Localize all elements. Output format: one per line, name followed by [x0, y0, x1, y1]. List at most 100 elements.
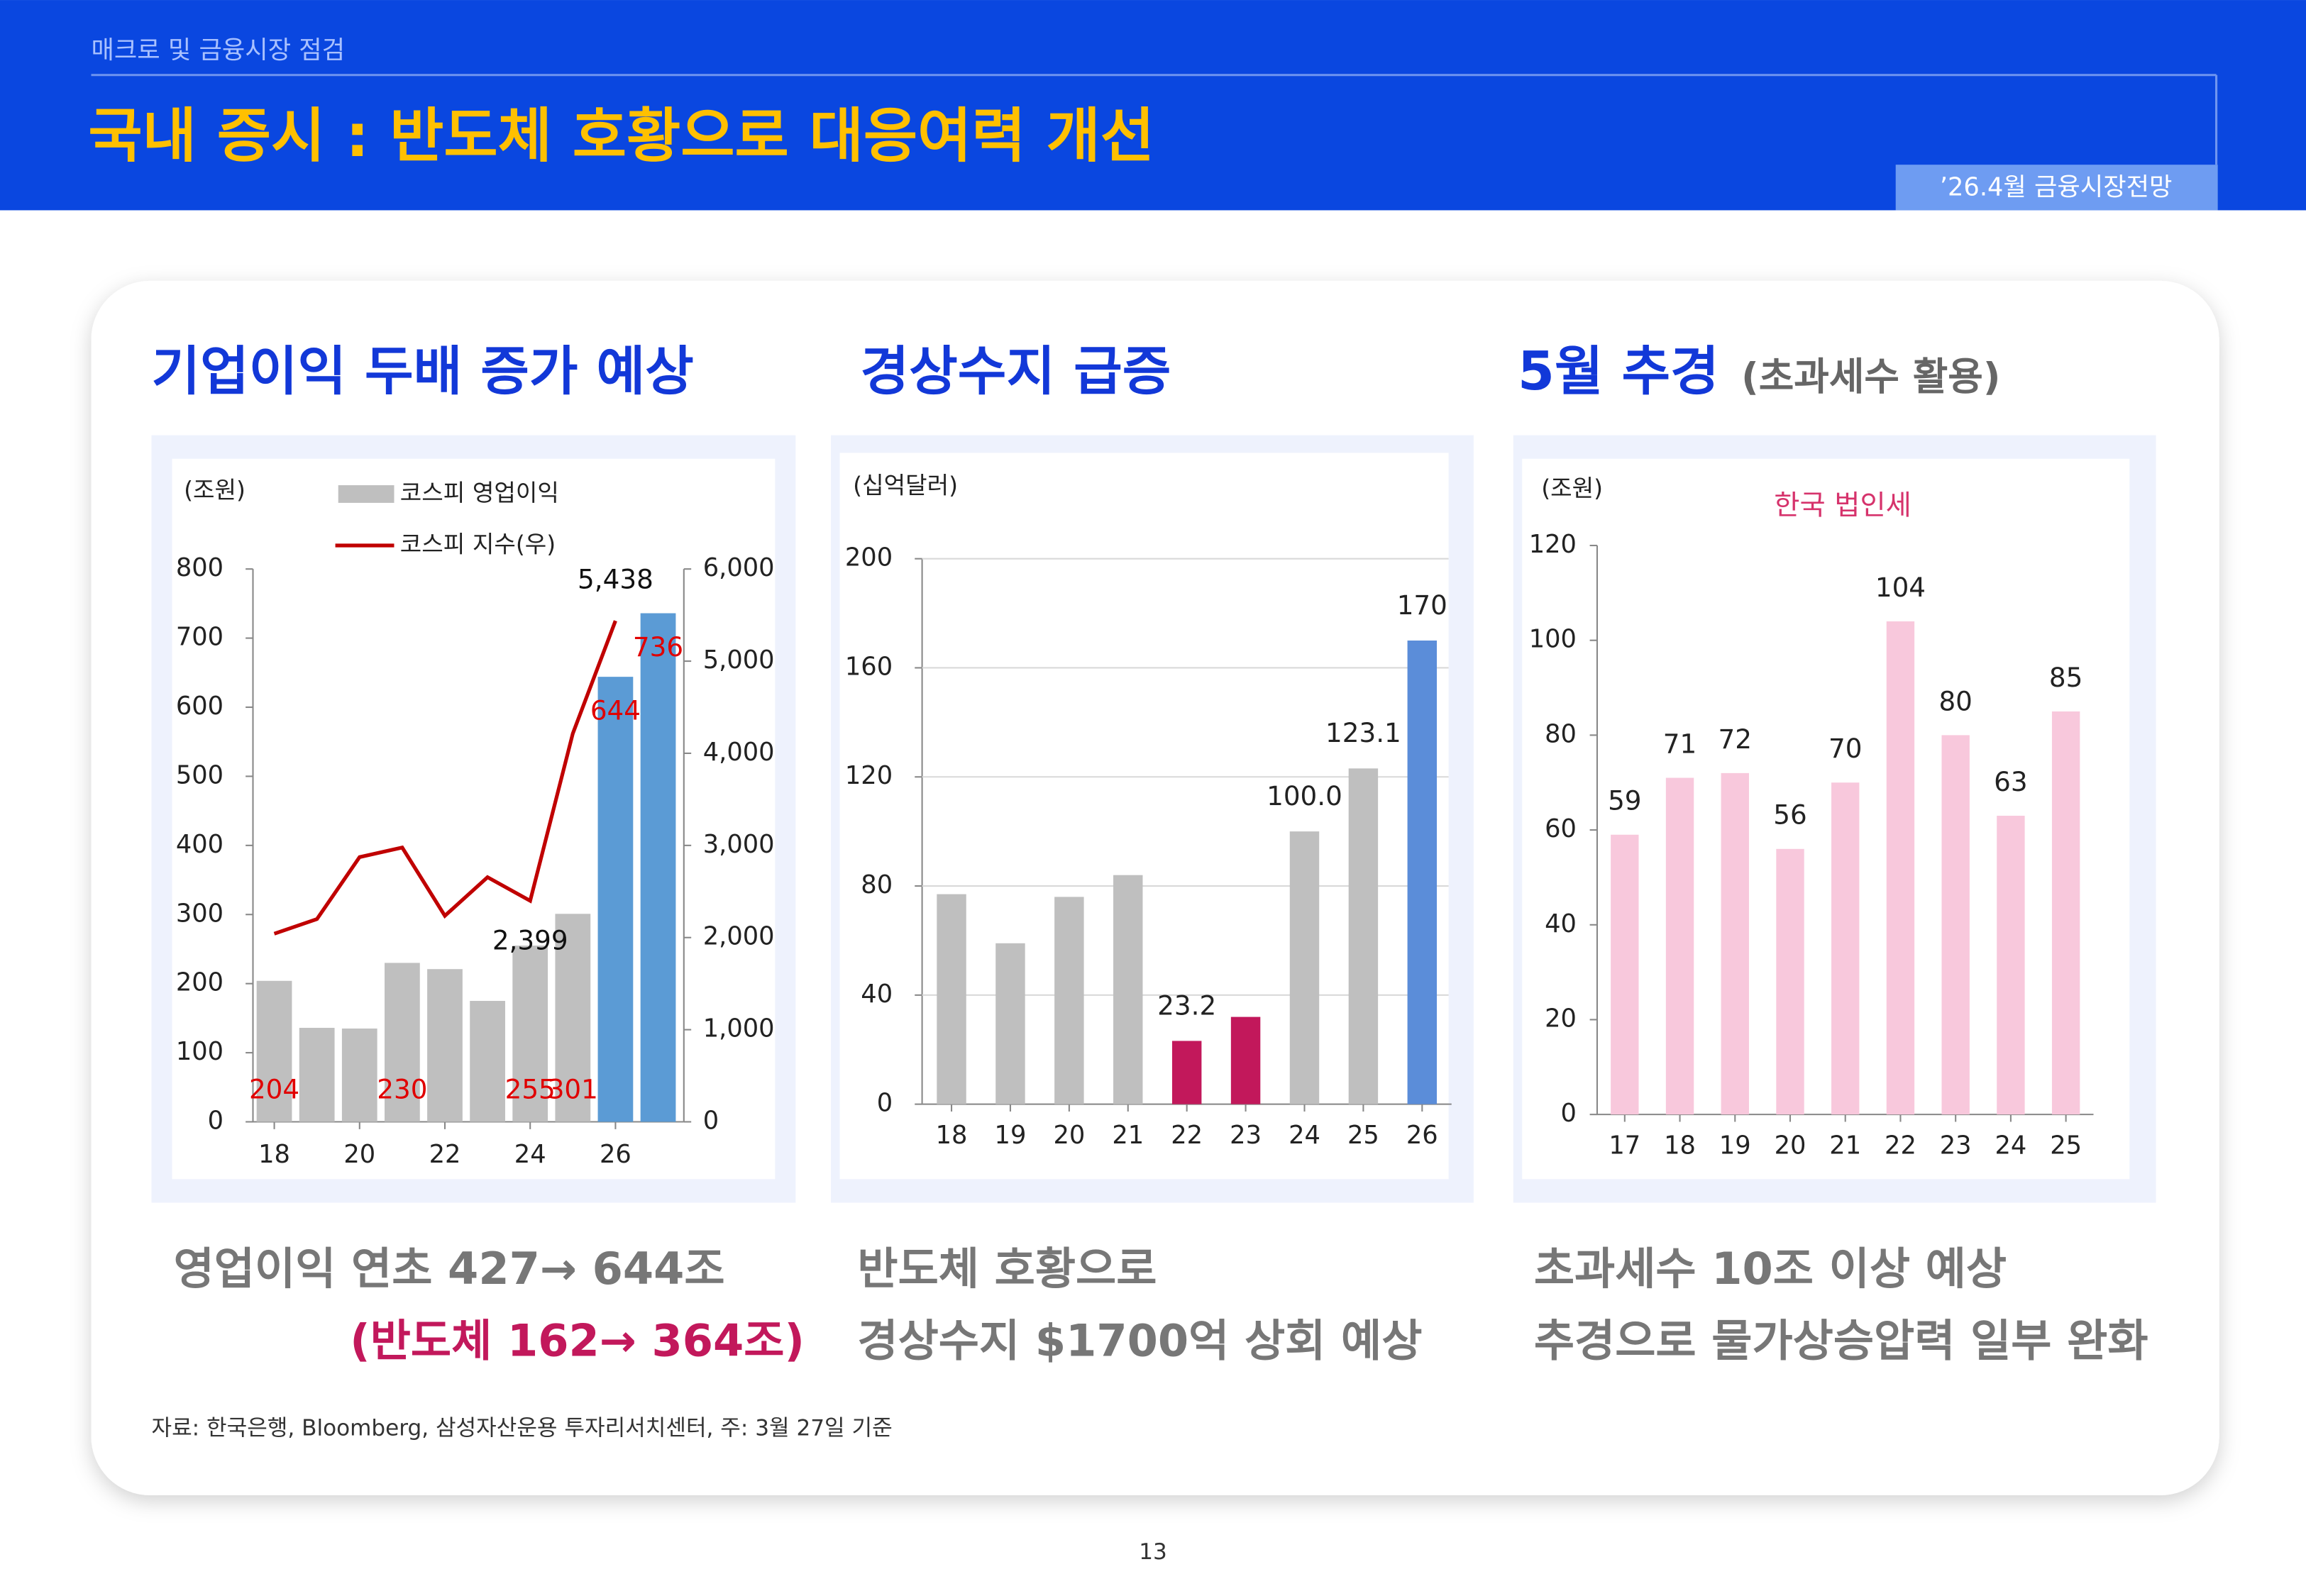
data-label: 85 — [2049, 662, 2082, 693]
y-tick-label: 200 — [176, 968, 224, 997]
y-tick-label: 20 — [1545, 1004, 1577, 1033]
x-tick-label: 23 — [1230, 1121, 1262, 1150]
data-label: 170 — [1397, 589, 1447, 621]
line — [273, 620, 617, 936]
bar — [1230, 1016, 1261, 1104]
x-tick-label: 21 — [1829, 1131, 1861, 1160]
y2-tick-label: 0 — [703, 1107, 719, 1136]
unit-label: (조원) — [184, 476, 246, 504]
bar — [1348, 768, 1379, 1104]
bar — [385, 963, 420, 1122]
legend-swatch — [338, 485, 395, 503]
caption: 영업이익 연초 427→ 644조 — [174, 1243, 725, 1295]
data-label: 23.2 — [1157, 990, 1216, 1021]
y2-tick-label: 4,000 — [703, 738, 775, 767]
data-label: 72 — [1719, 724, 1752, 755]
data-label: 255 — [505, 1073, 556, 1104]
y2-tick-label: 6,000 — [703, 553, 775, 582]
page-number: 13 — [1139, 1539, 1167, 1565]
badge — [1895, 165, 2218, 211]
bar — [597, 677, 634, 1122]
x-tick-label: 20 — [343, 1140, 375, 1169]
caption: (반도체 162→ 364조) — [350, 1315, 805, 1367]
bar — [640, 613, 676, 1122]
data-label: 56 — [1773, 799, 1806, 831]
y-tick-label: 300 — [176, 899, 224, 928]
annotation: 한국 법인세 — [1774, 489, 1911, 522]
x-tick-label: 26 — [600, 1140, 631, 1169]
x-tick-label: 18 — [1664, 1131, 1696, 1160]
data-label: 2,399 — [492, 924, 568, 955]
x-tick-label: 24 — [1289, 1121, 1320, 1150]
data-label: 59 — [1608, 785, 1641, 816]
caption: 추경으로 물가상승압력 일부 완화 — [1534, 1315, 2148, 1367]
bar — [1886, 621, 1915, 1115]
y2-tick-label: 3,000 — [703, 830, 775, 859]
x-tick-label: 17 — [1609, 1131, 1640, 1160]
x-tick-label: 22 — [429, 1140, 461, 1169]
unit-label: (십억달러) — [853, 472, 958, 499]
header-section: 매크로 및 금융시장 점검 — [92, 36, 346, 65]
x-tick-label: 20 — [1775, 1131, 1806, 1160]
y-tick-label: 160 — [845, 652, 893, 681]
y-tick-label: 40 — [1545, 909, 1577, 938]
y-tick-label: 60 — [1545, 814, 1577, 843]
y-tick-label: 80 — [1545, 719, 1577, 748]
source: 자료: 한국은행, Bloomberg, 삼성자산운용 투자리서치센터, 주: … — [151, 1416, 892, 1441]
y-tick-label: 100 — [176, 1037, 224, 1066]
bar — [1941, 735, 1970, 1115]
data-label: 204 — [249, 1073, 299, 1104]
caption: 반도체 호황으로 — [857, 1243, 1157, 1295]
y-tick-label: 120 — [1529, 530, 1577, 559]
y-tick-label: 120 — [845, 761, 893, 790]
y2-tick-label: 2,000 — [703, 922, 775, 951]
data-label: 70 — [1828, 733, 1862, 764]
bar — [256, 980, 292, 1122]
data-label: 63 — [1994, 766, 2027, 797]
unit-label: (조원) — [1541, 475, 1603, 502]
bar — [470, 1001, 505, 1122]
x-tick-label: 23 — [1940, 1131, 1972, 1160]
y-tick-label: 40 — [861, 980, 893, 1009]
y-tick-label: 800 — [176, 553, 224, 582]
data-label: 80 — [1938, 685, 1972, 716]
badge-text: ’26.4월 금융시장전망 — [1940, 172, 2173, 201]
x-tick-label: 20 — [1053, 1121, 1085, 1150]
caption: 경상수지 $1700억 상회 예상 — [857, 1315, 1422, 1367]
x-tick-label: 25 — [1347, 1121, 1379, 1150]
bar — [1776, 848, 1804, 1115]
x-tick-label: 24 — [1995, 1131, 2026, 1160]
x-tick-label: 21 — [1112, 1121, 1144, 1150]
bar — [2051, 711, 2080, 1115]
panel-title: 기업이익 두배 증가 예상 — [151, 340, 693, 402]
data-label: 71 — [1663, 728, 1697, 759]
data-label: 301 — [548, 1073, 598, 1104]
y-tick-label: 0 — [877, 1089, 893, 1118]
bar — [1831, 782, 1860, 1115]
y-tick-label: 0 — [1561, 1099, 1577, 1128]
legend-label: 코스피 영업이익 — [400, 479, 559, 506]
data-label: 104 — [1875, 572, 1926, 603]
x-tick-label: 18 — [936, 1121, 968, 1150]
data-label: 736 — [633, 631, 683, 663]
data-label: 230 — [377, 1073, 427, 1104]
header-title: 국내 증시 : 반도체 호황으로 대응여력 개선 — [88, 101, 1154, 170]
data-label: 100.0 — [1267, 780, 1342, 811]
panel-subtitle: (초과세수 활용) — [1741, 354, 2000, 399]
bar — [1171, 1041, 1202, 1104]
bar — [1665, 777, 1694, 1115]
x-tick-label: 22 — [1885, 1131, 1916, 1160]
x-tick-label: 19 — [1719, 1131, 1751, 1160]
y-tick-label: 500 — [176, 760, 224, 789]
bar — [1611, 834, 1639, 1115]
y-tick-label: 80 — [861, 870, 893, 899]
bar — [1289, 831, 1320, 1104]
x-tick-label: 19 — [995, 1121, 1027, 1150]
y-tick-label: 700 — [176, 623, 224, 652]
x-tick-label: 26 — [1406, 1121, 1438, 1150]
data-label: 123.1 — [1325, 717, 1401, 748]
bar — [299, 1028, 335, 1122]
y-tick-label: 400 — [176, 830, 224, 859]
